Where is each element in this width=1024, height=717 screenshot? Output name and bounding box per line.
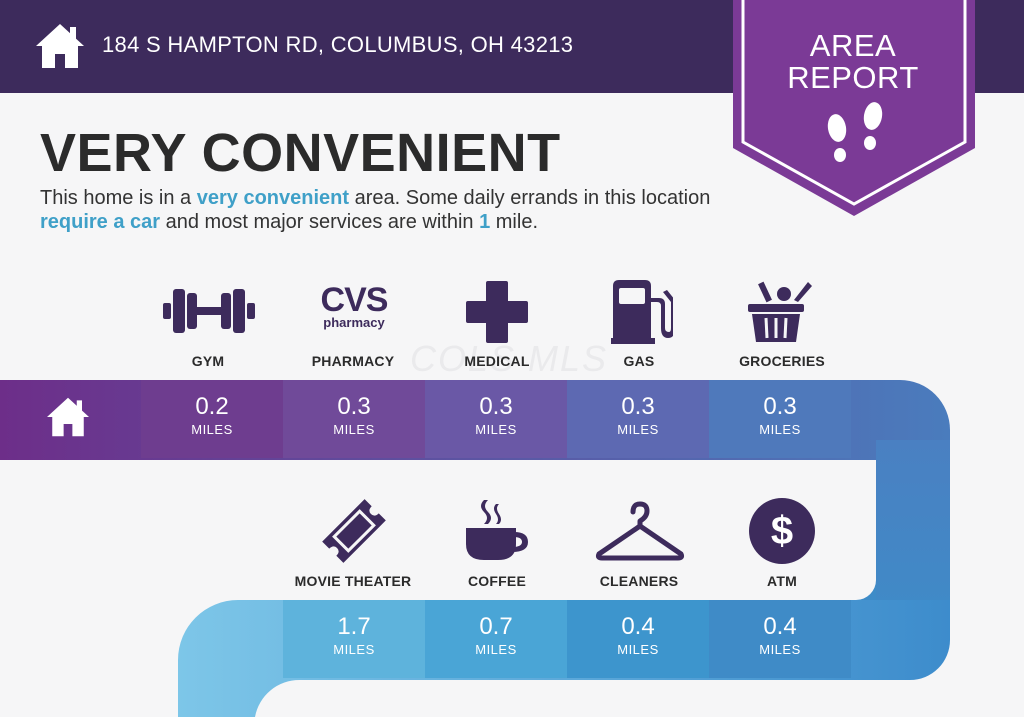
hanger-icon — [595, 501, 685, 561]
distance-cell-groceries: 0.3 MILES — [709, 380, 851, 458]
grocery-basket-icon — [748, 281, 812, 342]
cvs-pharmacy-logo: CVS pharmacy — [320, 281, 389, 330]
distance-cell-gas: 0.3 MILES — [567, 380, 709, 458]
amenity-label-gas: GAS — [623, 353, 655, 369]
distance-unit: MILES — [617, 642, 659, 657]
home-icon — [36, 24, 84, 68]
distance-cell-cleaners: 0.4 MILES — [567, 600, 709, 678]
distance-cell-atm: 0.4 MILES — [709, 600, 851, 678]
distance-cell-gym: 0.2 MILES — [141, 380, 283, 458]
ticket-icon — [322, 499, 386, 563]
amenity-label-gym: GYM — [191, 353, 225, 369]
home-marker — [45, 396, 91, 443]
distance-value: 0.4 — [621, 613, 655, 640]
distance-value: 0.4 — [763, 613, 797, 640]
amenity-label-movie-theater: MOVIE THEATER — [294, 573, 412, 589]
amenity-label-atm: ATM — [767, 573, 797, 589]
dollar-icon: $ — [749, 498, 815, 564]
distance-unit: MILES — [333, 422, 375, 437]
medical-cross-icon — [466, 281, 528, 343]
distance-unit: MILES — [759, 642, 801, 657]
page-title: VERY CONVENIENT — [40, 123, 561, 183]
distance-cell-coffee: 0.7 MILES — [425, 600, 567, 678]
distance-cell-movie-theater: 1.7 MILES — [283, 600, 425, 678]
distance-unit: MILES — [475, 642, 517, 657]
area-report-title: AREA REPORT — [787, 28, 919, 95]
distance-unit: MILES — [191, 422, 233, 437]
distance-unit: MILES — [333, 642, 375, 657]
area-report-badge — [733, 0, 975, 216]
amenity-label-coffee: COFFEE — [468, 573, 526, 589]
svg-text:$: $ — [771, 509, 793, 553]
dumbbell-icon — [163, 289, 255, 333]
distance-value: 1.7 — [337, 613, 371, 640]
distance-cell-pharmacy: 0.3 MILES — [283, 380, 425, 458]
convenience-description: This home is in a very convenient area. … — [40, 187, 711, 233]
distance-value: 0.3 — [763, 393, 797, 420]
distance-value: 0.3 — [337, 393, 371, 420]
distance-value: 0.3 — [621, 393, 655, 420]
distance-unit: MILES — [759, 422, 801, 437]
distance-value: 0.3 — [479, 393, 513, 420]
property-address: 184 S HAMPTON RD, COLUMBUS, OH 43213 — [102, 32, 574, 57]
distance-value: 0.7 — [479, 613, 513, 640]
distance-value: 0.2 — [195, 393, 229, 420]
coffee-cup-icon — [466, 500, 528, 560]
distance-cell-medical: 0.3 MILES — [425, 380, 567, 458]
watermark: COLS MLS — [410, 338, 609, 379]
amenity-label-medical: MEDICAL — [464, 353, 530, 369]
amenity-label-cleaners: CLEANERS — [599, 573, 679, 589]
home-icon — [47, 397, 89, 437]
gas-pump-icon — [611, 280, 673, 344]
distance-unit: MILES — [475, 422, 517, 437]
amenity-label-groceries: GROCERIES — [739, 353, 825, 369]
amenity-label-pharmacy: PHARMACY — [311, 353, 395, 369]
footprints-icon — [827, 102, 883, 162]
distance-unit: MILES — [617, 422, 659, 437]
